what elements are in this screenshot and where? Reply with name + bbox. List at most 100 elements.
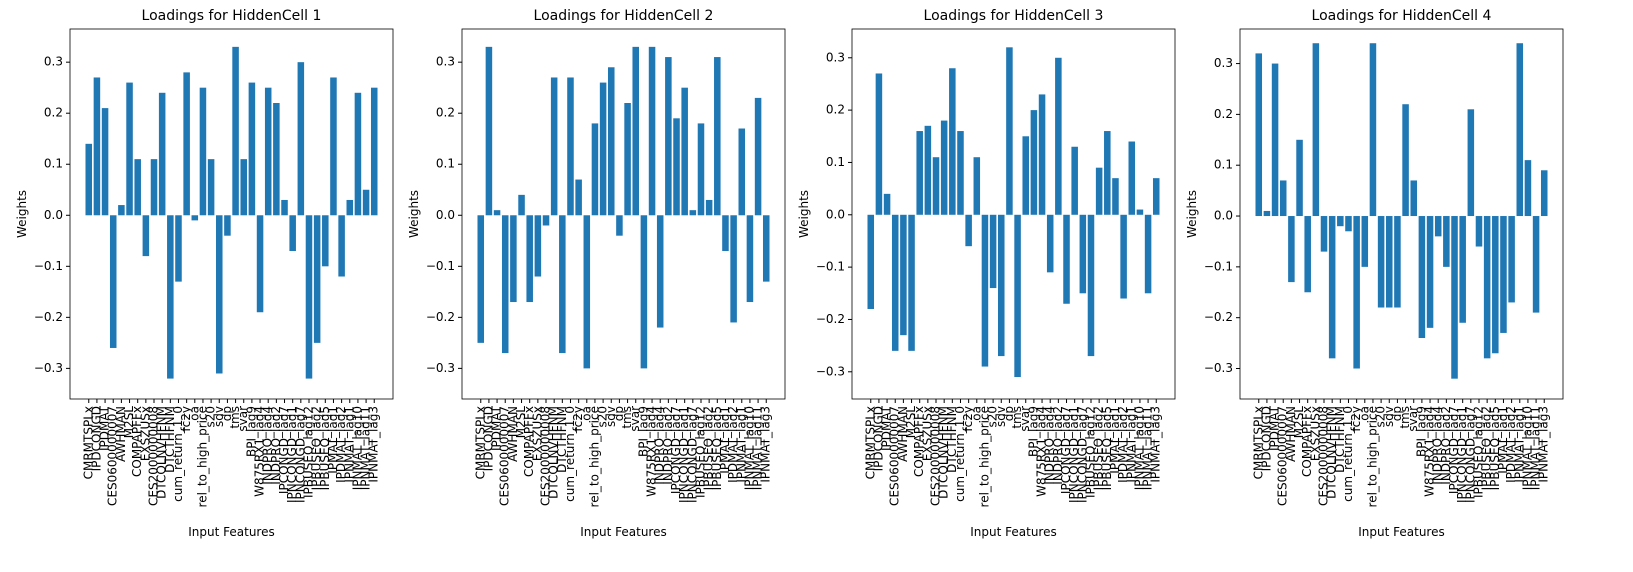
axes-frame <box>69 28 394 400</box>
x-tick-label: IPNCONGD_lag7 <box>1463 406 1477 503</box>
bar <box>1296 139 1303 217</box>
x-tick-label: fc2y <box>961 406 975 432</box>
x-tick-label: cum_return_1_0 <box>953 406 967 502</box>
bar <box>908 214 915 351</box>
x-tick-label: EXSZUSx <box>920 406 934 461</box>
x-tick-label: cum_return_1_0 <box>1341 406 1355 502</box>
x-tick-label: IPMAT_lag1 <box>1496 406 1510 474</box>
bar <box>1271 63 1279 217</box>
x-tick-label: IPBUSEQ_lag2 <box>702 406 716 490</box>
x-tick-label: AWHMAN <box>114 406 128 462</box>
bar <box>232 46 239 216</box>
y-tick-label: 0.0 <box>1214 209 1233 223</box>
x-tick-label: COMPAPFFx <box>1300 406 1314 477</box>
bar <box>1524 160 1532 217</box>
x-tick-label: DTCOLNVHFNM <box>155 406 169 499</box>
subplot: CMRMTSPLxIPDCONGDIPDMATCES0600000007AWHM… <box>407 8 786 539</box>
x-tick-label: IPDMAT_lag2 <box>1116 406 1130 483</box>
bar <box>330 77 337 216</box>
x-tick-label: CMRMTSPLx <box>81 406 95 479</box>
x-tick-label: DTCTHFNM <box>163 406 177 473</box>
bar <box>1095 167 1103 215</box>
bar <box>989 214 997 289</box>
x-tick-label: CMRMTSPLx <box>863 406 877 479</box>
x-tick-label: tms <box>1398 406 1412 429</box>
x-tick-label: dp <box>1002 406 1016 421</box>
x-tick-label: IPNMAT_lag11 <box>1529 406 1543 490</box>
x-tick-label: INDPRO_lag4 <box>1043 406 1057 485</box>
x-tick-label: CMRMTSPLx <box>473 406 487 479</box>
x-tick-label: AWHMAN <box>1284 406 1298 462</box>
bar <box>567 77 574 216</box>
x-tick-label: s20 <box>1374 406 1388 428</box>
x-tick-label: DTCOLNVHFNM <box>1325 406 1339 499</box>
x-tick-label: DTCTHFNM <box>945 406 959 473</box>
x-tick-label: AWHMAN <box>506 406 520 462</box>
x-tick-label: M2SL <box>904 406 918 439</box>
bar <box>297 62 305 216</box>
bar <box>134 159 141 216</box>
x-tick-label: IPNMAT_lag1 <box>342 406 356 483</box>
bar <box>1426 216 1434 328</box>
x-tick-label: IPBUSEQ_lag2 <box>310 406 324 490</box>
bar <box>1459 216 1466 323</box>
x-axis-label: Input Features <box>188 525 274 539</box>
bar <box>1516 43 1524 217</box>
x-tick-label: rel_to_high_price <box>195 406 209 507</box>
bar <box>746 215 754 303</box>
x-tick-label: COMPAPFFx <box>130 406 144 477</box>
x-tick-label: INDPRO_lag2 <box>1051 406 1065 485</box>
y-tick-label: 0.1 <box>44 157 63 171</box>
y-tick-label: 0.2 <box>436 106 455 120</box>
x-tick-label: cum_return_1_0 <box>563 406 577 502</box>
y-tick-label: 0.1 <box>1214 158 1233 172</box>
subplot: CMRMTSPLxIPDCONGDIPDMATCES0600000007AWHM… <box>15 8 394 539</box>
x-tick-label: IPCONGD_lag7 <box>669 406 683 494</box>
bar <box>281 199 288 216</box>
bar <box>1337 216 1344 227</box>
x-tick-label: IPDCONGD <box>871 406 885 471</box>
x-tick-label: IPNCONGD_lag1 <box>285 406 299 503</box>
bar <box>150 159 158 216</box>
chart-title: Loadings for HiddenCell 1 <box>142 8 322 24</box>
x-tick-label: tms <box>1010 406 1024 429</box>
bar <box>485 46 493 216</box>
bar <box>1508 216 1515 303</box>
bar <box>1402 104 1409 217</box>
bar <box>518 194 525 216</box>
bar <box>1500 216 1507 333</box>
x-tick-label: IPNCONGD_lag7 <box>1075 406 1089 503</box>
bar <box>1312 43 1320 217</box>
x-tick-label: IPDMAT <box>880 405 894 451</box>
bar <box>1136 209 1144 215</box>
y-tick-label: −0.3 <box>426 361 455 375</box>
bar <box>973 157 981 215</box>
x-tick-label: s20 <box>204 406 218 428</box>
bar <box>722 215 729 251</box>
bar <box>1128 141 1136 215</box>
y-tick-label: −0.3 <box>34 361 63 375</box>
x-tick-label: tms <box>228 406 242 429</box>
bar <box>142 215 150 257</box>
x-tick-label: INDPRO_lag2 <box>661 406 675 485</box>
x-tick-label: IPNMAT_lag11 <box>359 406 373 490</box>
bar <box>1087 214 1095 357</box>
x-tick-label: IPCONGD_lag7 <box>277 406 291 494</box>
bar <box>1014 214 1021 378</box>
x-tick-label: IPBUSEQ_lag5 <box>1100 406 1114 490</box>
bar <box>616 215 623 236</box>
bar <box>705 199 713 216</box>
bar <box>370 87 378 216</box>
bar <box>1532 216 1540 313</box>
x-tick-label: DTCTHFNM <box>555 406 569 473</box>
bar <box>575 179 582 216</box>
bar <box>240 159 247 216</box>
bar <box>534 215 542 277</box>
x-tick-label: BPI_lag9 <box>1414 406 1428 457</box>
y-axis-label: Weights <box>407 190 421 238</box>
bar <box>648 46 656 216</box>
bar <box>1304 216 1311 293</box>
bar <box>949 68 956 215</box>
x-tick-label: sdv <box>604 406 618 427</box>
x-tick-label: COMPAPFFx <box>912 406 926 477</box>
